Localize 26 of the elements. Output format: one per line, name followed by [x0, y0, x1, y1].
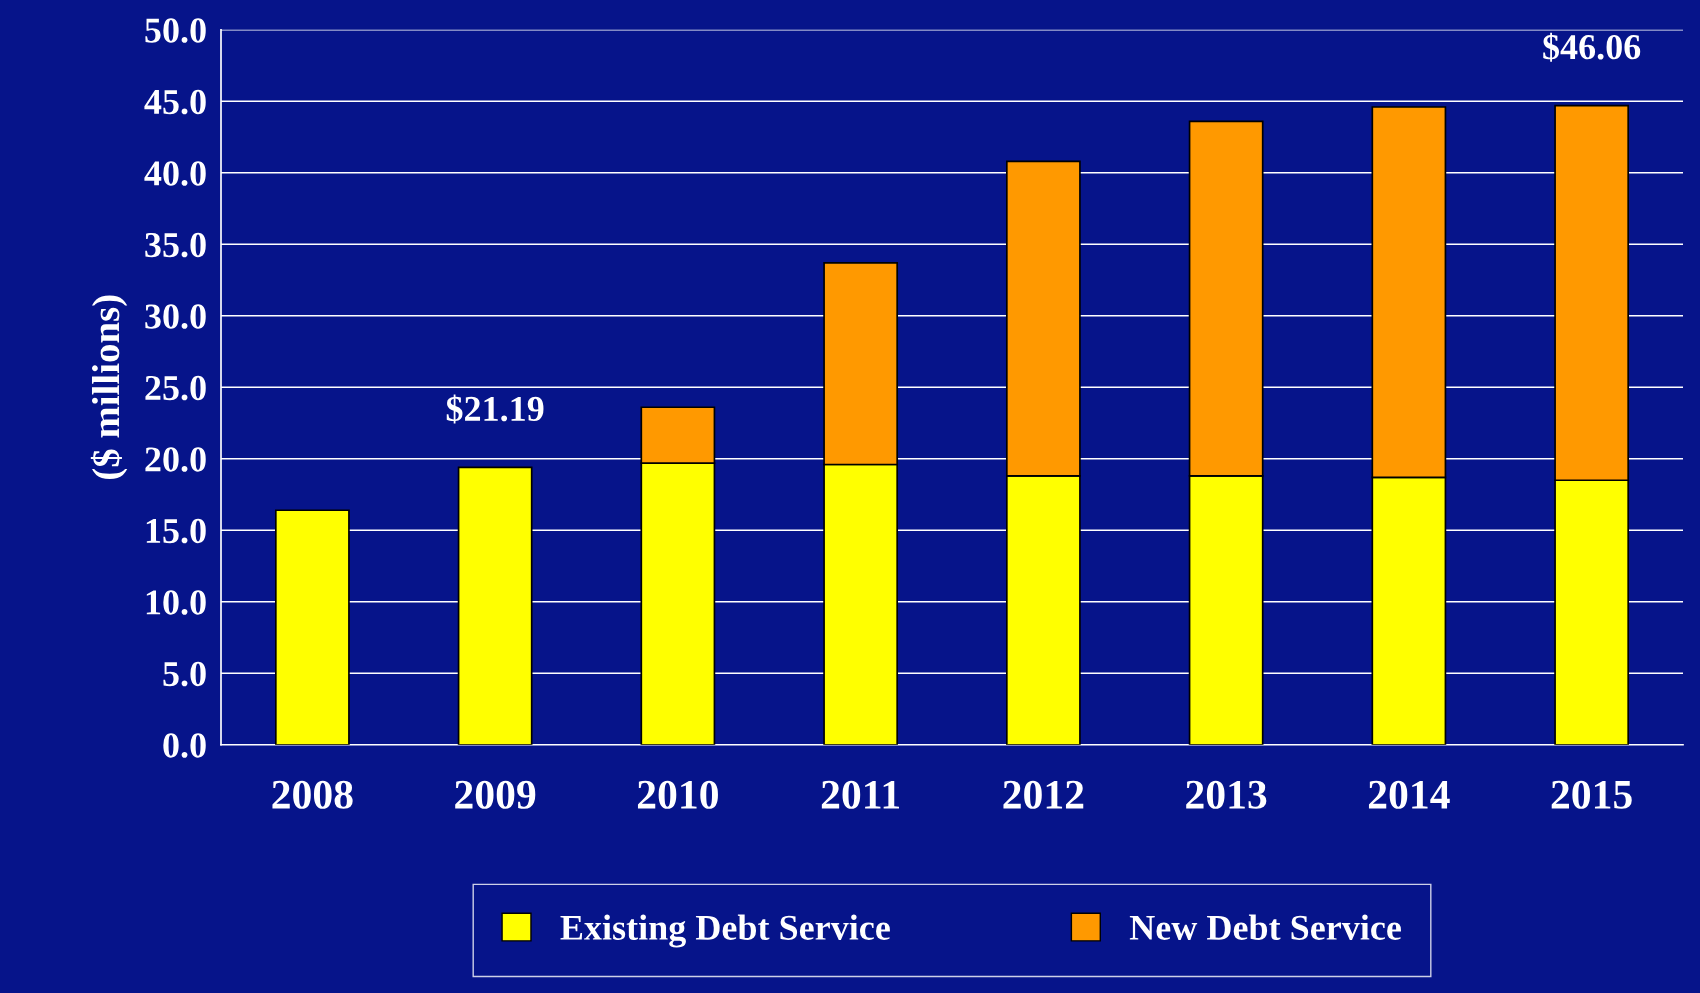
annotation: $21.19 [446, 394, 544, 424]
x-tick-label: 2014 [1368, 780, 1450, 809]
x-tick-label: 2012 [1003, 780, 1084, 809]
legend-label: New Debt Service [1129, 914, 1401, 940]
x-tick-label: 2008 [272, 780, 353, 809]
y-tick-label: 30.0 [145, 304, 206, 329]
x-tick-label: 2010 [637, 780, 718, 809]
y-tick-label: 5.0 [163, 661, 206, 687]
annotation: $46.06 [1543, 32, 1641, 62]
x-tick-label: 2013 [1186, 780, 1267, 809]
y-tick-label: 25.0 [145, 375, 206, 401]
y-tick-label: 0.0 [163, 733, 206, 758]
y-tick-label: 35.0 [145, 232, 206, 258]
y-tick-label: 20.0 [145, 447, 206, 472]
y-tick-label: 10.0 [146, 590, 206, 615]
y-tick-label: 40.0 [144, 161, 206, 186]
x-tick-label: 2015 [1551, 780, 1632, 809]
y-tick-label: 45.0 [144, 89, 206, 115]
legend-label: Existing Debt Service [560, 914, 890, 948]
y-tick-label: 15.0 [146, 518, 206, 544]
y-tick-label: 50.0 [145, 18, 206, 43]
bar [457, 466, 533, 745]
bar [274, 509, 350, 745]
x-tick-label: 2009 [455, 780, 536, 809]
y-axis-title: ($ millions) [90, 295, 128, 479]
x-tick-label: 2011 [821, 780, 899, 809]
